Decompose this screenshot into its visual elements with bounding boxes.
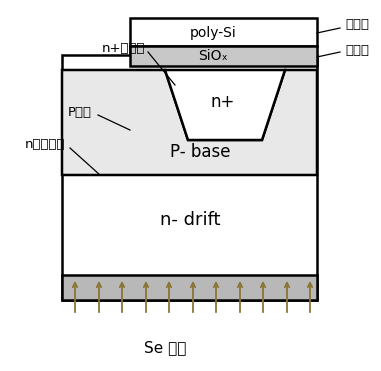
Text: P基区: P基区 (68, 105, 92, 118)
Text: n－漂移区: n－漂移区 (24, 138, 65, 151)
Text: 多晶瑰: 多晶瑰 (345, 17, 369, 30)
Bar (130, 46, 317, 66)
Text: SiOₓ: SiOₓ (198, 49, 228, 63)
Bar (130, 18, 317, 46)
Text: poly-Si: poly-Si (190, 26, 236, 40)
Bar (62, 55, 317, 300)
Bar (62, 275, 317, 300)
Text: n+: n+ (211, 93, 235, 111)
Text: Se 离子: Se 离子 (144, 341, 186, 355)
Polygon shape (62, 70, 317, 175)
Text: n+发射区: n+发射区 (101, 42, 145, 55)
Text: P- base: P- base (170, 143, 230, 161)
Text: 氧化瑰: 氧化瑰 (345, 43, 369, 56)
Text: n- drift: n- drift (160, 211, 220, 229)
Polygon shape (165, 70, 285, 140)
